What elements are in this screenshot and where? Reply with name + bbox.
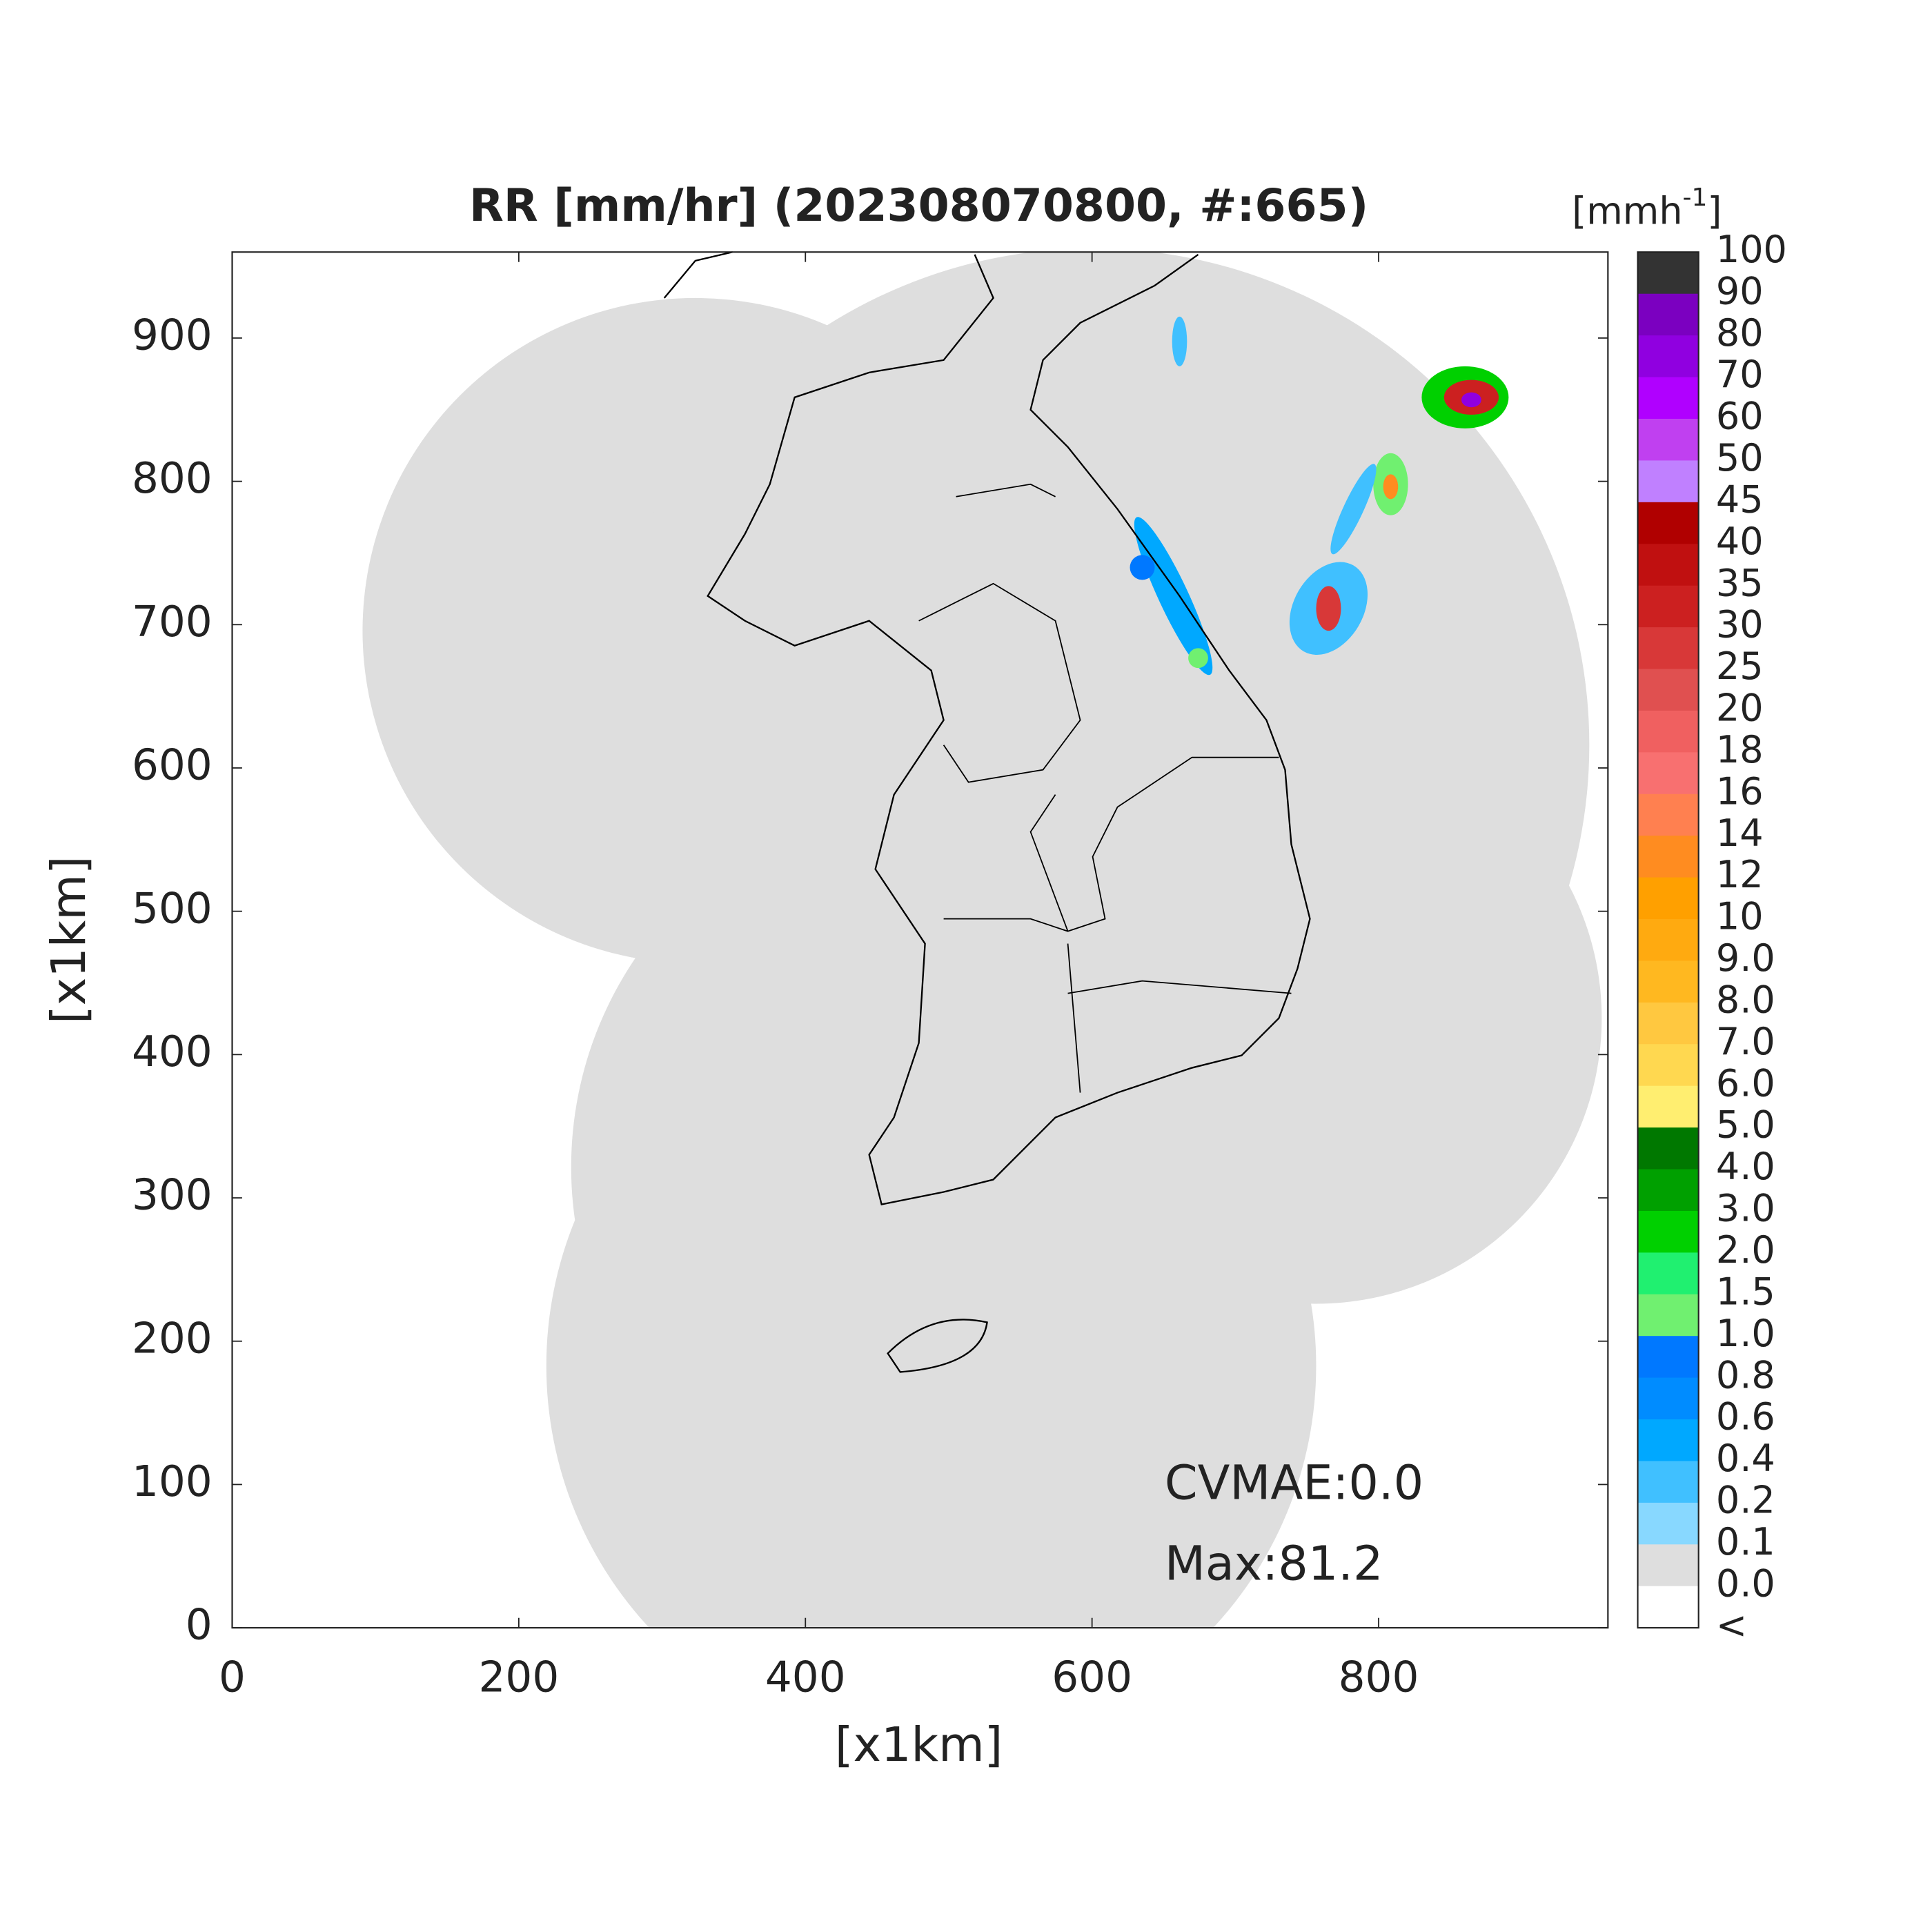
colorbar-unit-base: [mmh (1572, 189, 1682, 233)
colorbar-label: 70 (1716, 353, 1764, 396)
x-tick-label: 0 (219, 1653, 246, 1702)
colorbar-segment (1637, 669, 1699, 711)
colorbar-segment (1637, 752, 1699, 795)
colorbar-label: 35 (1716, 561, 1764, 604)
colorbar-segment (1637, 585, 1699, 628)
colorbar-label: 0.6 (1716, 1395, 1775, 1439)
colorbar-label: 50 (1716, 436, 1764, 480)
colorbar-segment (1637, 1002, 1699, 1045)
colorbar-label: 80 (1716, 311, 1764, 355)
colorbar-segment (1637, 293, 1699, 337)
colorbar-segment (1637, 502, 1699, 545)
colorbar-label: 4.0 (1716, 1145, 1775, 1188)
x-tick-label: 800 (1339, 1653, 1419, 1702)
colorbar-segment (1637, 1377, 1699, 1420)
y-tick-label: 0 (186, 1601, 213, 1650)
colorbar-label: 9.0 (1716, 936, 1775, 980)
colorbar-label: 20 (1716, 687, 1764, 730)
axes: 0 200 400 600 800 0 100 200 300 400 500 600 700 800 90… (132, 228, 1787, 1702)
plot-frame (231, 251, 1609, 1629)
colorbar-segment (1637, 1085, 1699, 1128)
colorbar-label: 100 (1716, 228, 1787, 271)
chart-title: RR [mm/hr] (202308070800, #:665) (469, 180, 1368, 232)
colorbar-segment (1637, 418, 1699, 462)
colorbar-frame (1637, 251, 1699, 1629)
colorbar-segment (1637, 1252, 1699, 1295)
colorbar-segment (1637, 544, 1699, 586)
colorbar-segment (1637, 960, 1699, 1003)
colorbar-segment (1637, 1169, 1699, 1212)
colorbar-label: 2.0 (1716, 1228, 1775, 1272)
coastline (663, 251, 1311, 1373)
y-tick-label: 400 (132, 1027, 213, 1076)
colorbar-label: 6.0 (1716, 1061, 1775, 1105)
colorbar-label: 40 (1716, 520, 1764, 563)
colorbar-segment (1637, 1294, 1699, 1337)
colorbar-segment (1637, 710, 1699, 753)
y-tick-label: 300 (132, 1171, 213, 1220)
colorbar-segment (1637, 627, 1699, 670)
colorbar-segment (1637, 919, 1699, 962)
colorbar-label: 0.4 (1716, 1437, 1775, 1480)
colorbar-label: 10 (1716, 895, 1764, 938)
y-tick-label: 800 (132, 454, 213, 503)
colorbar-label: 30 (1716, 603, 1764, 647)
colorbar-segment (1637, 335, 1699, 378)
colorbar-label: 0.0 (1716, 1561, 1775, 1605)
colorbar-label: 45 (1716, 477, 1764, 521)
colorbar-unit: [mmh-1] (1572, 184, 1722, 233)
colorbar-label: 7.0 (1716, 1020, 1775, 1063)
colorbar-segment (1637, 252, 1699, 295)
colorbar-segment (1637, 377, 1699, 420)
colorbar-segment (1637, 460, 1699, 503)
colorbar-label: 14 (1716, 811, 1764, 855)
colorbar-segment (1637, 877, 1699, 920)
x-tick-label: 200 (479, 1653, 560, 1702)
y-tick-label: 600 (132, 741, 213, 790)
colorbar-unit-exponent: -1 (1683, 184, 1708, 212)
colorbar-segment (1637, 1336, 1699, 1379)
colorbar-label: 5.0 (1716, 1103, 1775, 1147)
colorbar-label: 18 (1716, 728, 1764, 771)
colorbar-segment (1637, 1127, 1699, 1170)
colorbar-label: 1.0 (1716, 1312, 1775, 1355)
x-axis-label: [x1km] (835, 1718, 1003, 1773)
annotation: Max:81.2 (1165, 1537, 1383, 1591)
colorbar-label: 25 (1716, 644, 1764, 688)
colorbar-label: 16 (1716, 769, 1764, 813)
colorbar-segment (1637, 1502, 1699, 1546)
y-tick-label: 100 (132, 1457, 213, 1506)
colorbar-label: 0.2 (1716, 1479, 1775, 1522)
precipitation (1130, 316, 1509, 676)
colorbar-segment (1637, 1419, 1699, 1462)
colorbar-label: 90 (1716, 269, 1764, 313)
annotation: CVMAE:0.0 (1165, 1457, 1423, 1511)
colorbar-label: 60 (1716, 395, 1764, 438)
y-axis-label: [x1km] (42, 856, 97, 1024)
colorbar-segment (1637, 1210, 1699, 1254)
y-tick-label: 200 (132, 1314, 213, 1363)
y-tick-label: 900 (132, 311, 213, 360)
y-tick-label: 500 (132, 884, 213, 933)
colorbar-label: 0.1 (1716, 1520, 1775, 1564)
colorbar-label: 8.0 (1716, 978, 1775, 1021)
colorbar-segment (1637, 836, 1699, 878)
colorbar-segment (1637, 1044, 1699, 1087)
colorbar-label: 0.8 (1716, 1353, 1775, 1397)
province-borders (918, 483, 1292, 1093)
colorbar-segment (1637, 1461, 1699, 1504)
colorbar-label: 1.5 (1716, 1270, 1775, 1313)
colorbar-label: 12 (1716, 853, 1764, 896)
colorbar-label: < (1716, 1604, 1747, 1647)
colorbar-unit-close: ] (1707, 189, 1722, 233)
colorbar-segment (1637, 793, 1699, 837)
colorbar-segment (1637, 1586, 1699, 1629)
radar-coverage (362, 252, 1602, 1628)
colorbar-segment (1637, 1544, 1699, 1587)
x-tick-label: 600 (1052, 1653, 1132, 1702)
x-tick-label: 400 (765, 1653, 846, 1702)
colorbar-label: 3.0 (1716, 1187, 1775, 1230)
y-tick-label: 700 (132, 598, 213, 647)
